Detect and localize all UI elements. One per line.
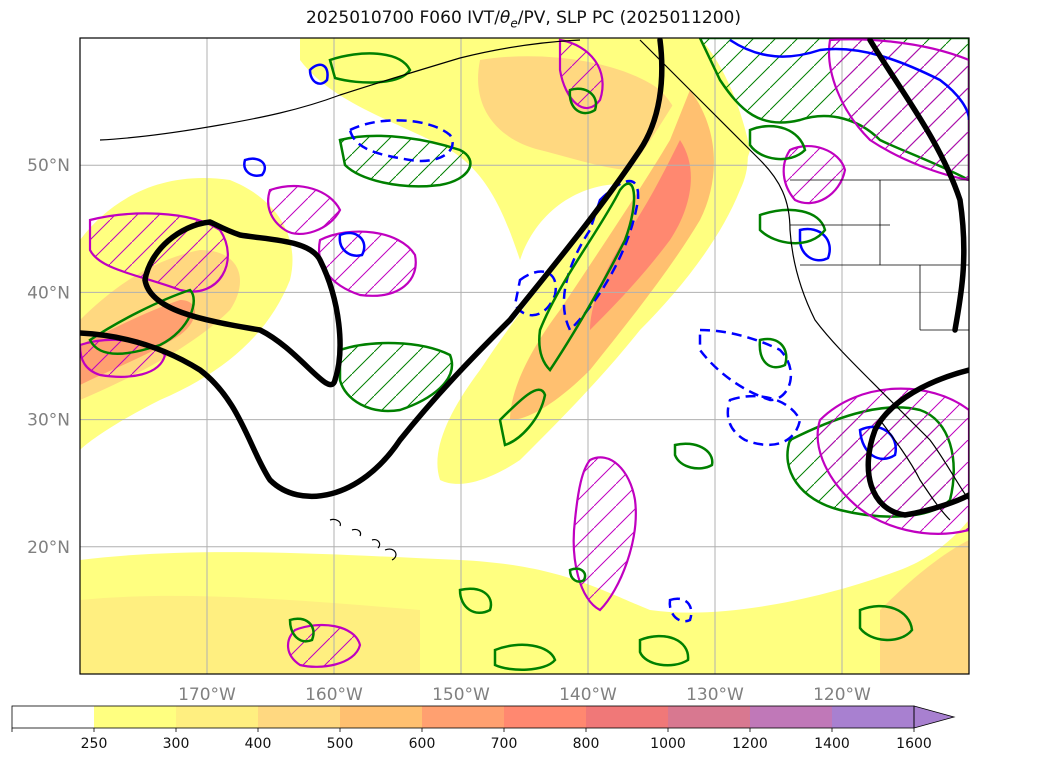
latitude-label: 50°N xyxy=(27,156,70,176)
colorbar-tick-label: 700 xyxy=(491,736,518,752)
theta-e-contour-solid xyxy=(308,63,329,85)
colorbar-segment xyxy=(12,706,94,728)
latitude-label: 40°N xyxy=(27,283,70,303)
colorbar-segment xyxy=(340,706,422,728)
colorbar-segment xyxy=(750,706,832,728)
pv-contour xyxy=(568,87,598,115)
map-frame xyxy=(79,37,970,675)
magenta-hatch-region xyxy=(287,623,362,668)
title-suffix: /PV, SLP PC (2025011200) xyxy=(517,8,742,28)
theta-e-contour-dashed xyxy=(698,328,792,402)
magenta-hatch-regions xyxy=(80,38,969,668)
graticule xyxy=(80,38,969,674)
slp-contours xyxy=(80,38,969,518)
pv-contour xyxy=(858,604,914,642)
magenta-hatch-region xyxy=(572,456,637,612)
slp-contour xyxy=(867,38,967,333)
colorbar-segment xyxy=(94,706,176,728)
hawaii-islands xyxy=(329,518,397,561)
longitude-label: 150°W xyxy=(432,685,490,705)
longitude-label: 170°W xyxy=(178,685,236,705)
ivt-band-southeast xyxy=(880,540,969,674)
figure-title: 2025010700 F060 IVT/θe/PV, SLP PC (20250… xyxy=(0,8,1047,30)
magenta-hatch-region xyxy=(782,145,847,205)
latitude-label: 20°N xyxy=(27,538,70,558)
aleutian-coast xyxy=(99,39,581,141)
ivt-ar-core xyxy=(590,140,691,330)
colorbar-tick-label: 1600 xyxy=(896,736,932,752)
theta-e-contours xyxy=(243,38,969,623)
longitude-label: 120°W xyxy=(813,685,871,705)
state-borders xyxy=(790,179,969,331)
ivt-band-south-core xyxy=(80,595,420,674)
title-prefix: 2025010700 F060 IVT/ xyxy=(305,8,500,28)
theta-e-contour-solid xyxy=(798,227,831,262)
colorbar-segment xyxy=(504,706,586,728)
pv-contour xyxy=(493,643,557,671)
colorbar-segment xyxy=(586,706,668,728)
latitude-labels: 50°N 40°N 30°N 20°N xyxy=(27,156,70,558)
pv-contours xyxy=(88,52,914,671)
theta-e-contour-dashed xyxy=(726,394,802,447)
colorbar-segment xyxy=(258,706,340,728)
pv-contour xyxy=(538,182,636,372)
north-america-coast xyxy=(639,39,969,501)
colorbar-extend-arrow xyxy=(913,705,956,729)
longitude-labels: 170°W 160°W 150°W 140°W 130°W 120°W xyxy=(178,685,871,705)
colorbar-segment xyxy=(176,706,258,728)
colorbar-tick-label: 250 xyxy=(81,736,108,752)
ivt-ar-mid xyxy=(510,90,714,420)
colorbar-tick-label: 1000 xyxy=(650,736,686,752)
title-subscript: e xyxy=(510,16,518,31)
colorbar-tick-label: 600 xyxy=(409,736,436,752)
theta-e-contour-dashed xyxy=(348,119,454,163)
longitude-label: 130°W xyxy=(686,685,744,705)
theta-e-contour-dashed xyxy=(668,597,693,623)
theta-e-contour-dashed xyxy=(513,270,558,317)
colorbar-tick-label: 400 xyxy=(245,736,272,752)
longitude-label: 160°W xyxy=(305,685,363,705)
theta-e-contour-solid xyxy=(243,157,267,177)
pv-hatch-region xyxy=(338,134,472,188)
pv-contour xyxy=(568,567,587,583)
pv-contour xyxy=(88,288,195,355)
pv-contour xyxy=(758,337,788,369)
theta-e-contour-solid xyxy=(338,231,366,257)
pv-contour xyxy=(288,617,315,643)
ivt-band-north-core xyxy=(478,56,683,171)
pv-contour xyxy=(458,587,493,615)
pv-contour xyxy=(673,442,714,470)
pv-hatch-region xyxy=(338,341,454,413)
magenta-hatch-region xyxy=(267,185,342,235)
colorbar-tick-label: 500 xyxy=(327,736,354,752)
pv-contour xyxy=(638,634,690,667)
colorbar-tick-label: 300 xyxy=(163,736,190,752)
colorbar-segment xyxy=(422,706,504,728)
pv-contour xyxy=(498,388,547,447)
longitude-label: 140°W xyxy=(559,685,617,705)
theta-e-contour-dashed xyxy=(562,179,640,333)
baja-coast xyxy=(879,419,951,521)
theta-e-contour-solid xyxy=(729,38,969,121)
map-panel: 170°W 160°W 150°W 140°W 130°W 120°W 50°N 40°N 3… xyxy=(27,37,970,705)
colorbar: 250 300 400 500 600 700 800 1000 1200 1400 1600 xyxy=(11,705,956,752)
colorbar-segment xyxy=(668,706,750,728)
coastlines xyxy=(99,39,969,561)
slp-contour xyxy=(142,219,343,388)
colorbar-tick-label: 800 xyxy=(573,736,600,752)
title-theta: θ xyxy=(499,8,511,28)
pv-contour xyxy=(748,124,807,161)
colorbar-tick-label: 1400 xyxy=(814,736,850,752)
slp-contour xyxy=(80,38,665,500)
colorbar-segment xyxy=(832,706,914,728)
slp-contour xyxy=(865,367,969,518)
magenta-hatch-region xyxy=(816,387,969,535)
pv-contour xyxy=(328,52,412,84)
colorbar-tick-label: 1200 xyxy=(732,736,768,752)
latitude-label: 30°N xyxy=(27,411,70,431)
colorbar-frame xyxy=(11,705,915,729)
